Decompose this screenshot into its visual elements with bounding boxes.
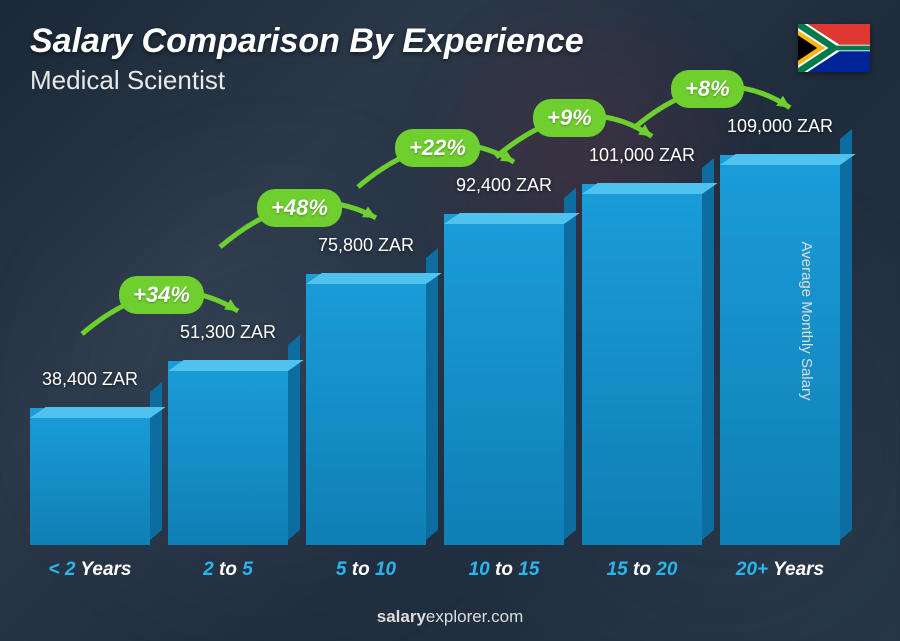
bar-x-label: < 2 Years xyxy=(49,559,132,581)
chart-area: 38,400 ZAR< 2 Years51,300 ZAR2 to 575,80… xyxy=(30,101,840,581)
flag-south-africa-icon xyxy=(798,24,870,72)
footer-brand: salaryexplorer.com xyxy=(0,607,900,627)
bar-3d xyxy=(444,204,564,545)
bar-value-label: 38,400 ZAR xyxy=(42,369,138,390)
pct-badge: +8% xyxy=(671,70,744,108)
bar-3d xyxy=(30,398,150,545)
bar-group: 109,000 ZAR20+ Years xyxy=(720,101,840,581)
bar-x-label: 2 to 5 xyxy=(203,559,253,581)
bar-3d xyxy=(168,351,288,545)
footer-brand-rest: explorer.com xyxy=(426,607,523,626)
header: Salary Comparison By Experience Medical … xyxy=(30,22,584,96)
bar-group: 101,000 ZAR15 to 20 xyxy=(582,101,702,581)
bar-x-label: 10 to 15 xyxy=(469,559,540,581)
bar-3d xyxy=(582,174,702,545)
y-axis-label: Average Monthly Salary xyxy=(798,241,815,400)
bar-x-label: 5 to 10 xyxy=(336,559,396,581)
footer-brand-bold: salary xyxy=(377,607,426,626)
pct-badge: +48% xyxy=(257,189,342,227)
pct-badge: +22% xyxy=(395,129,480,167)
bar-x-label: 15 to 20 xyxy=(607,559,678,581)
bar-3d xyxy=(306,264,426,545)
bar-x-label: 20+ Years xyxy=(736,559,824,581)
page-title: Salary Comparison By Experience xyxy=(30,22,584,61)
pct-badge: +9% xyxy=(533,99,606,137)
page-subtitle: Medical Scientist xyxy=(30,65,584,96)
bar-3d xyxy=(720,145,840,545)
pct-badge: +34% xyxy=(119,276,204,314)
